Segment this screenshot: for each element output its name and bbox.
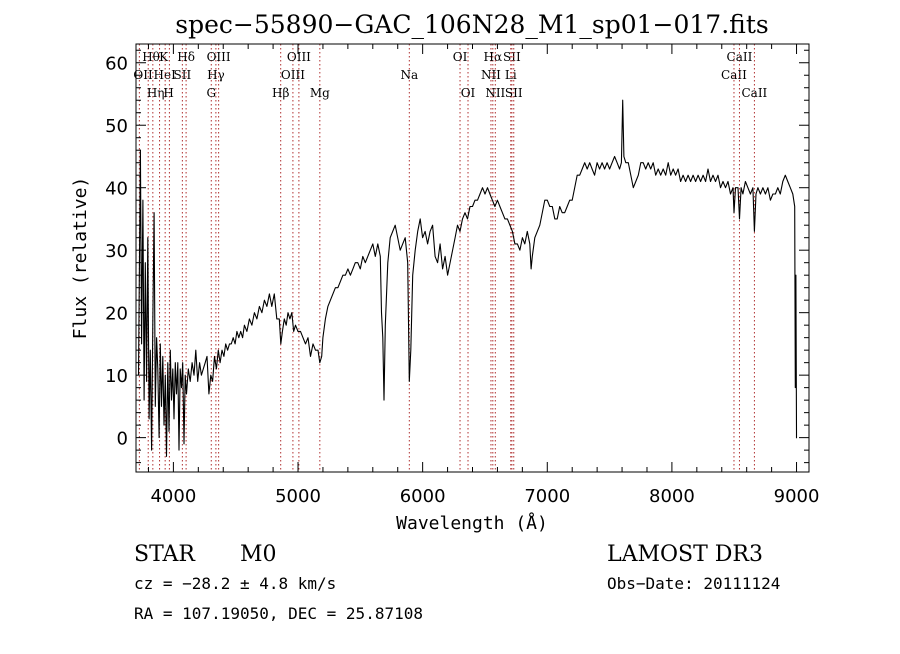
marker-label: OIII bbox=[207, 50, 231, 64]
y-tick-label: 0 bbox=[117, 429, 128, 450]
survey-label: LAMOST DR3 bbox=[607, 542, 763, 567]
plot-frame bbox=[135, 43, 810, 473]
marker-label: Li bbox=[505, 68, 517, 82]
marker-label: SII bbox=[503, 50, 521, 64]
marker-label: G bbox=[206, 86, 216, 100]
marker-label: Hα bbox=[484, 50, 503, 64]
marker-label: K bbox=[159, 50, 169, 64]
x-tick-label: 5000 bbox=[275, 486, 321, 507]
subclass-label: M0 bbox=[240, 542, 277, 567]
x-tick-label: 7000 bbox=[524, 486, 570, 507]
marker-label: OIII bbox=[281, 68, 305, 82]
y-tick-label: 20 bbox=[105, 304, 128, 325]
marker-label: CaII bbox=[721, 68, 747, 82]
y-tick-label: 30 bbox=[105, 241, 128, 262]
y-tick-label: 40 bbox=[105, 179, 128, 200]
spectral-line-markers: OIIHθHηHeIKHSIIHδGHγOIIIHβOIIIOIIIMgNaOI… bbox=[133, 44, 768, 472]
obs-date-text: Obs−Date: 20111124 bbox=[607, 574, 780, 593]
marker-label: OI bbox=[453, 50, 468, 64]
marker-label: NII bbox=[481, 68, 501, 82]
x-tick-label: 6000 bbox=[400, 486, 446, 507]
marker-label: OI bbox=[461, 86, 476, 100]
coordinates-text: RA = 107.19050, DEC = 25.87108 bbox=[134, 604, 423, 623]
marker-label: Mg bbox=[310, 86, 330, 100]
cz-text: cz = −28.2 ± 4.8 km/s bbox=[134, 574, 336, 593]
marker-label: Hη bbox=[147, 86, 165, 100]
marker-label: H bbox=[163, 86, 173, 100]
marker-label: CaII bbox=[727, 50, 753, 64]
marker-label: NII bbox=[485, 86, 505, 100]
x-tick-label: 8000 bbox=[649, 486, 695, 507]
marker-label: Na bbox=[400, 68, 418, 82]
marker-label: SII bbox=[174, 68, 192, 82]
marker-label: OIII bbox=[287, 50, 311, 64]
x-axis-label: Wavelength (Å) bbox=[396, 512, 548, 534]
x-tick-label: 4000 bbox=[150, 486, 196, 507]
marker-label: Hγ bbox=[207, 68, 225, 82]
marker-label: Hδ bbox=[177, 50, 195, 64]
y-tick-label: 10 bbox=[105, 366, 128, 387]
marker-label: Hθ bbox=[142, 50, 160, 64]
y-axis-label: Flux (relative) bbox=[70, 177, 91, 340]
x-axis: 4000 5000 6000 7000 8000 9000 bbox=[147, 44, 820, 507]
chart-title: spec−55890−GAC_106N28_M1_sp01−017.fits bbox=[175, 10, 768, 39]
marker-label: CaII bbox=[741, 86, 767, 100]
marker-label: SII bbox=[505, 86, 523, 100]
marker-label: OII bbox=[133, 68, 153, 82]
class-label: STAR bbox=[134, 542, 196, 567]
marker-label: Hβ bbox=[272, 86, 289, 100]
y-axis: 0 10 20 30 40 50 60 bbox=[105, 49, 809, 464]
y-tick-label: 50 bbox=[105, 116, 128, 137]
marker-label: HeI bbox=[154, 68, 177, 82]
y-tick-label: 60 bbox=[105, 54, 128, 75]
spectrum-flux-line bbox=[137, 99, 798, 457]
x-tick-label: 9000 bbox=[774, 486, 820, 507]
